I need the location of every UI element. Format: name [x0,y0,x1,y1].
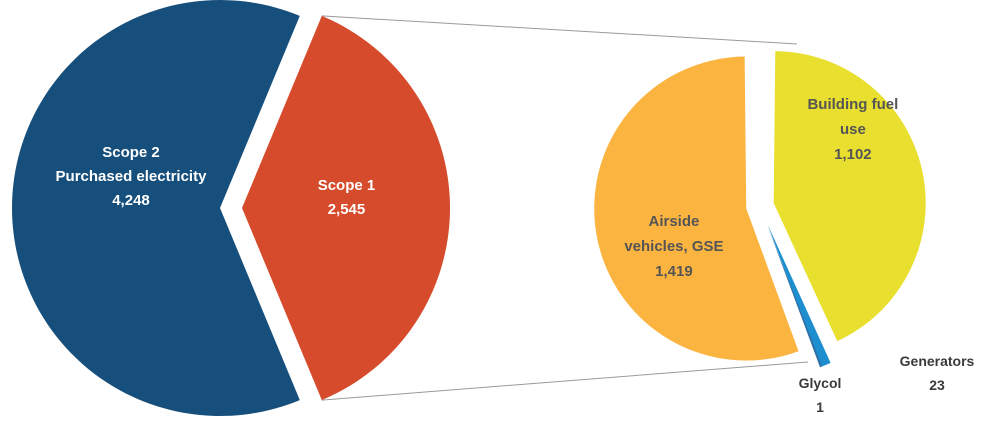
label-scope-2: Scope 2 Purchased electricity 4,248 [56,144,208,209]
label-scope-2-line: Purchased electricity [56,168,208,185]
slice-scope-2 [12,0,300,416]
label-glycol-line: 1 [816,399,824,415]
label-building-fuel-use-line: Building fuel [807,96,898,113]
slice-scope-1 [242,15,451,401]
label-glycol: Glycol 1 [799,375,842,415]
label-generators: Generators 23 [900,353,975,393]
main-pie [12,0,451,416]
label-building-fuel-use: Building fuel use 1,102 [807,96,898,163]
label-generators-line: Generators [900,353,975,369]
label-generators-line: 23 [929,377,945,393]
slice-generators [767,224,831,367]
slice-labels: Scope 2 Purchased electricity 4,248 Scope 1… [56,96,975,415]
label-airside-vehicles-line: Airside [649,213,700,230]
label-building-fuel-use-line: use [840,121,866,138]
label-scope-2-line: 4,248 [112,192,150,209]
label-airside-vehicles-line: 1,419 [655,263,693,280]
secondary-pie [594,51,926,368]
label-scope-1-line: Scope 1 [318,177,376,194]
label-airside-vehicles-line: vehicles, GSE [624,238,723,255]
connector-lines [321,15,809,401]
label-scope-1-line: 2,545 [328,201,366,218]
label-scope-1: Scope 1 2,545 [318,177,376,218]
label-glycol-line: Glycol [799,375,842,391]
connector-line-bottom [321,361,809,401]
slice-glycol [767,224,823,368]
slice-airside-vehicles-gse [594,56,799,361]
label-building-fuel-use-line: 1,102 [834,146,872,163]
connector-line-top [321,15,798,45]
label-scope-2-line: Scope 2 [102,144,160,161]
label-airside-vehicles: Airside vehicles, GSE 1,419 [624,213,723,280]
slice-building-fuel-use [773,51,926,342]
